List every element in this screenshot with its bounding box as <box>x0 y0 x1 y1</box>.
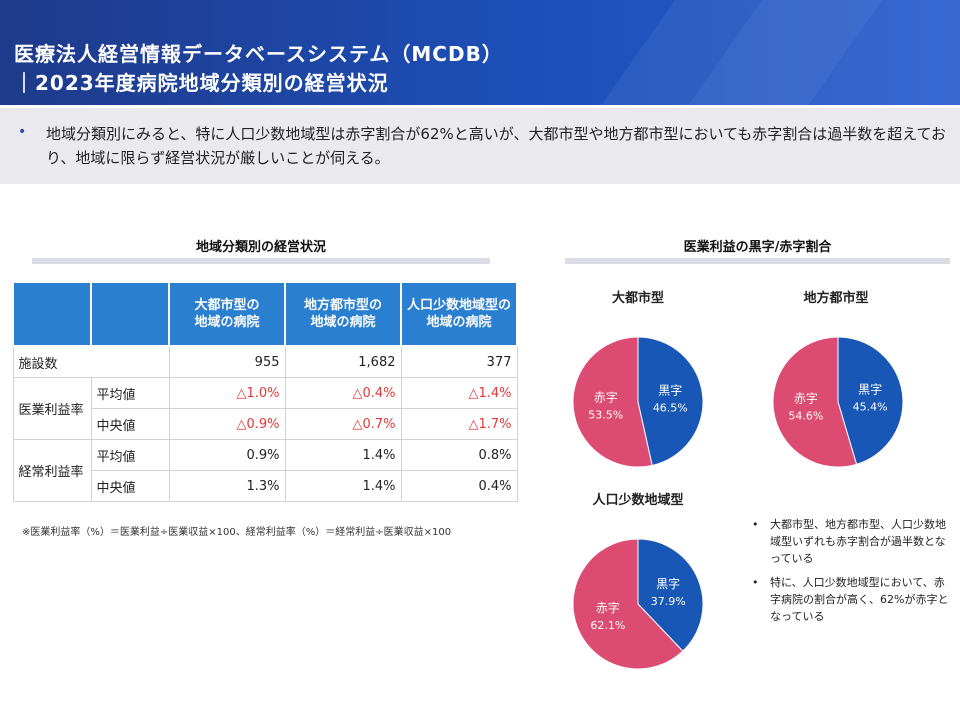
cell-value: △1.4% <box>400 377 518 409</box>
table-row: 経常利益率 平均値 0.9% 1.4% 0.8% <box>12 439 518 502</box>
status-table: 大都市型の 地域の病院 地方都市型の 地域の病院 人口少数地域型の 地域の病院 … <box>12 281 518 502</box>
pie-label-surplus: 黒字 <box>658 382 682 397</box>
page-title: 医療法人経営情報データベースシステム（MCDB） ｜2023年度病院地域分類別の… <box>14 40 503 98</box>
pie-label-surplus: 黒字 <box>656 576 680 591</box>
header-empty-cell <box>90 281 170 347</box>
summary-box: • 地域分類別にみると、特に人口少数地域型は赤字割合が62%と高いが、大都市型や… <box>0 108 960 184</box>
pie-slice-surplus <box>637 336 704 467</box>
pie-section-title: 医業利益の黒字/赤字割合 <box>565 236 950 264</box>
cell-value: 1.4% <box>284 439 402 471</box>
pie-label-deficit: 赤字 <box>794 391 818 406</box>
cell-value: 0.4% <box>400 470 518 502</box>
note-item: 大都市型、地方都市型、人口少数地域型いずれも赤字割合が過半数となっている <box>752 516 952 567</box>
cell-value: △1.0% <box>168 377 286 409</box>
cell-value: 0.9% <box>168 439 286 471</box>
table-row: 施設数 955 1,682 377 <box>12 345 518 378</box>
col-header-regional: 地方都市型の 地域の病院 <box>284 281 402 347</box>
row-group-ordinary-margin: 経常利益率 <box>12 439 92 502</box>
pie-slice-deficit <box>572 336 653 468</box>
table-row: 中央値 1.3% 1.4% 0.4% <box>13 470 518 502</box>
row-label-median: 中央値 <box>90 470 170 502</box>
title-line-1: 医療法人経営情報データベースシステム（MCDB） <box>14 42 503 66</box>
pie-label-surplus: 黒字 <box>858 381 882 396</box>
cell-value: △0.9% <box>168 408 286 440</box>
pie-slice-surplus <box>637 538 704 652</box>
header-banner: 医療法人経営情報データベースシステム（MCDB） ｜2023年度病院地域分類別の… <box>0 0 960 105</box>
cell-value: △0.7% <box>284 408 402 440</box>
pie-label-deficit: 赤字 <box>594 390 618 405</box>
note-item: 特に、人口少数地域型において、赤字病院の割合が高く、62%が赤字となっている <box>752 574 952 625</box>
table-row: 医業利益率 平均値 △1.0% △0.4% △1.4% <box>12 377 518 440</box>
pie-label-deficit: 赤字 <box>596 600 620 615</box>
pie-title-sparse: 人口少数地域型 <box>592 493 684 508</box>
row-group-medical-margin: 医業利益率 <box>12 377 92 440</box>
summary-text: 地域分類別にみると、特に人口少数地域型は赤字割合が62%と高いが、大都市型や地方… <box>46 125 947 167</box>
row-label-average: 平均値 <box>90 439 170 471</box>
col-header-metro: 大都市型の 地域の病院 <box>168 281 286 347</box>
cell-value: 1.4% <box>284 470 402 502</box>
row-label-facilities: 施設数 <box>12 345 170 378</box>
pie-slice-deficit <box>772 336 858 468</box>
pie-value-deficit: 62.1% <box>590 619 625 632</box>
cell-value: △1.7% <box>400 408 518 440</box>
table-title: 地域分類別の経営状況 <box>32 236 490 264</box>
pie-value-surplus: 46.5% <box>653 401 688 414</box>
table-header-row: 大都市型の 地域の病院 地方都市型の 地域の病院 人口少数地域型の 地域の病院 <box>12 281 518 347</box>
pie-value-surplus: 45.4% <box>853 400 888 413</box>
pie-title-regional: 地方都市型 <box>803 291 869 306</box>
cell-value: 0.8% <box>400 439 518 471</box>
pie-value-deficit: 54.6% <box>788 410 823 423</box>
cell-value: △0.4% <box>284 377 402 409</box>
formula-note: ※医業利益率（%）＝医業利益÷医業収益×100、経常利益率（%）＝経常利益÷医業… <box>22 527 452 538</box>
pie-title-metro: 大都市型 <box>611 291 664 306</box>
pie-slice-surplus <box>837 336 904 465</box>
header-empty-cell <box>12 281 92 347</box>
notes-list: 大都市型、地方都市型、人口少数地域型いずれも赤字割合が過半数となっている 特に、… <box>752 516 952 632</box>
title-line-2: ｜2023年度病院地域分類別の経営状況 <box>14 71 389 95</box>
pie-value-deficit: 53.5% <box>588 409 623 422</box>
col-header-sparse: 人口少数地域型の 地域の病院 <box>400 281 518 347</box>
summary-bullet: • <box>18 124 27 140</box>
pie-value-surplus: 37.9% <box>651 595 686 608</box>
cell-value: 1.3% <box>168 470 286 502</box>
pie-slice-deficit <box>572 538 684 670</box>
